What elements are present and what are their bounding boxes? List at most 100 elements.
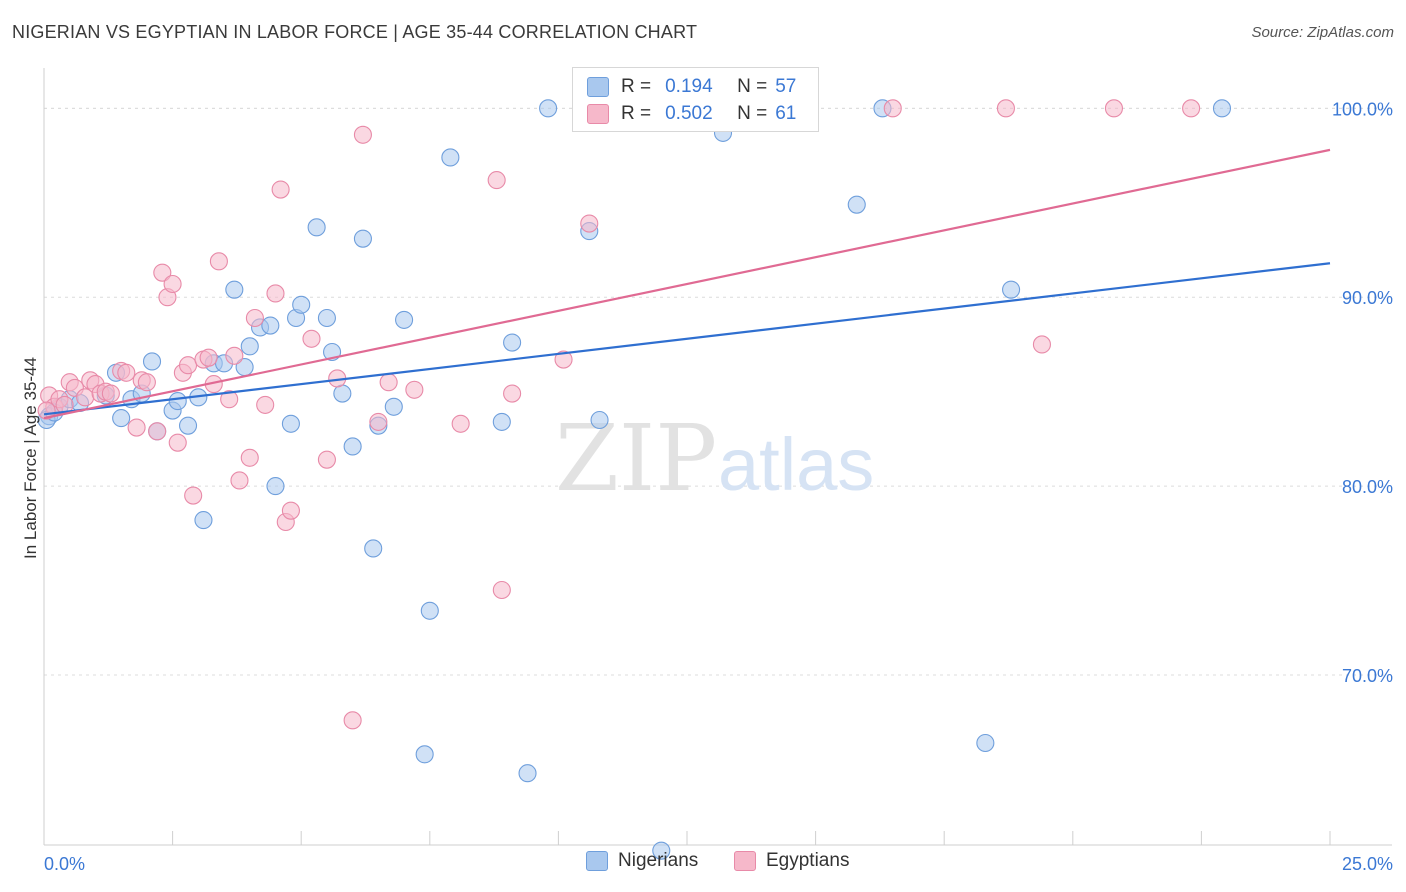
egyptian-point [240, 448, 259, 467]
egyptian-point [266, 284, 285, 303]
nigerian-point [539, 99, 558, 118]
egyptian-point [271, 180, 290, 199]
legend-row-egyptians: R = 0.502 N = 61 [587, 101, 796, 127]
legend-label: Egyptians [766, 850, 850, 871]
nigerian-point [420, 601, 439, 620]
nigerian-point [353, 229, 372, 248]
nigerian-point [441, 148, 460, 167]
n-value: 61 [775, 103, 797, 124]
chart-title: NIGERIAN VS EGYPTIAN IN LABOR FORCE | AG… [12, 22, 698, 42]
nigerian-point [266, 477, 285, 496]
nigerian-point [1212, 99, 1232, 118]
y-tick-label: 70.0% [1342, 666, 1393, 686]
nigerian-point [343, 437, 362, 456]
nigerian-point [261, 316, 280, 335]
egyptian-point [209, 252, 228, 271]
egyptian-point [1182, 99, 1201, 118]
egyptian-point [163, 274, 182, 294]
nigerian-point [317, 308, 336, 328]
y-tick-label: 90.0% [1342, 288, 1393, 308]
nigerian-point [225, 280, 244, 299]
watermark-zip: ZIP [555, 405, 717, 512]
nigerian-point [281, 414, 300, 433]
egyptian-point [199, 348, 218, 367]
nigerian-point [178, 416, 198, 435]
nigerian-point [168, 392, 187, 411]
egyptians-swatch [587, 104, 609, 124]
egyptian-point [178, 356, 198, 375]
nigerian-point [503, 333, 522, 352]
nigerian-point [847, 195, 866, 214]
series-legend: Nigerians Egyptians [0, 850, 1406, 880]
egyptian-point [343, 711, 362, 730]
egyptian-point [117, 363, 136, 382]
r-value: 0.194 [665, 76, 713, 97]
nigerian-point [240, 337, 259, 356]
watermark: ZIP atlas [555, 405, 874, 512]
nigerian-point [1002, 280, 1021, 299]
egyptian-point [1032, 335, 1051, 354]
egyptian-point [503, 384, 522, 403]
data-points [37, 99, 1232, 860]
nigerian-point [395, 310, 414, 329]
egyptian-point [1104, 99, 1124, 118]
egyptian-point [281, 501, 300, 520]
egyptian-point [153, 263, 172, 282]
source-label: Source: ZipAtlas.com [1251, 24, 1394, 41]
nigerian-point [492, 412, 511, 431]
egyptian-point [302, 329, 321, 348]
r-label: R = [621, 76, 652, 97]
nigerians-swatch [586, 851, 608, 871]
nigerian-point [364, 539, 383, 558]
egyptian-point [256, 395, 275, 414]
x-tick-label: 0.0% [44, 854, 85, 874]
y-tick-label: 80.0% [1342, 477, 1393, 497]
nigerian-point [292, 295, 311, 314]
nigerian-point [590, 410, 609, 430]
y-tick-label: 100.0% [1332, 99, 1393, 119]
nigerian-point [307, 218, 326, 237]
egyptian-point [379, 373, 398, 392]
egyptians-swatch [734, 851, 756, 871]
nigerian-point [194, 511, 213, 530]
r-value: 0.502 [665, 103, 713, 124]
nigerian-point [142, 352, 162, 371]
legend-label: Nigerians [618, 850, 699, 871]
egyptian-point [127, 418, 146, 437]
nigerians-swatch [587, 77, 609, 97]
egyptian-point [451, 414, 470, 433]
legend-item-nigerians[interactable]: Nigerians [586, 850, 698, 872]
nigerian-point [112, 409, 131, 428]
egyptian-point [317, 450, 336, 469]
stats-legend: R = 0.194 N = 57 R = 0.502 N = 61 [572, 67, 819, 132]
trend-lines [43, 148, 1331, 420]
egyptian-point [492, 580, 511, 600]
egyptian-point [487, 171, 506, 190]
egyptian-point [230, 471, 249, 490]
egyptian-point [148, 422, 167, 441]
egyptian-point [101, 384, 120, 403]
nigerian-trend-line [43, 262, 1331, 416]
n-value: 57 [775, 76, 797, 97]
egyptian-point [883, 99, 902, 118]
egyptian-point [245, 308, 264, 328]
egyptian-point [37, 401, 56, 420]
n-label: N = [737, 76, 768, 97]
n-label: N = [737, 103, 768, 124]
tick-labels: 70.0% 80.0% 90.0% 100.0% 0.0% 25.0% [44, 99, 1393, 874]
nigerian-point [415, 745, 434, 764]
x-tick-label: 25.0% [1342, 854, 1393, 874]
nigerian-point [333, 384, 352, 403]
egyptian-trend-line [43, 148, 1331, 420]
egyptian-point [225, 346, 244, 365]
y-axis-label: In Labor Force | Age 35-44 [21, 357, 40, 559]
egyptian-point [554, 350, 573, 369]
egyptian-point [405, 380, 424, 399]
egyptian-point [353, 125, 372, 144]
legend-item-egyptians[interactable]: Egyptians [734, 850, 849, 872]
r-label: R = [621, 103, 652, 124]
egyptian-point [996, 99, 1015, 118]
nigerian-point [518, 764, 537, 783]
egyptian-point [369, 412, 388, 431]
